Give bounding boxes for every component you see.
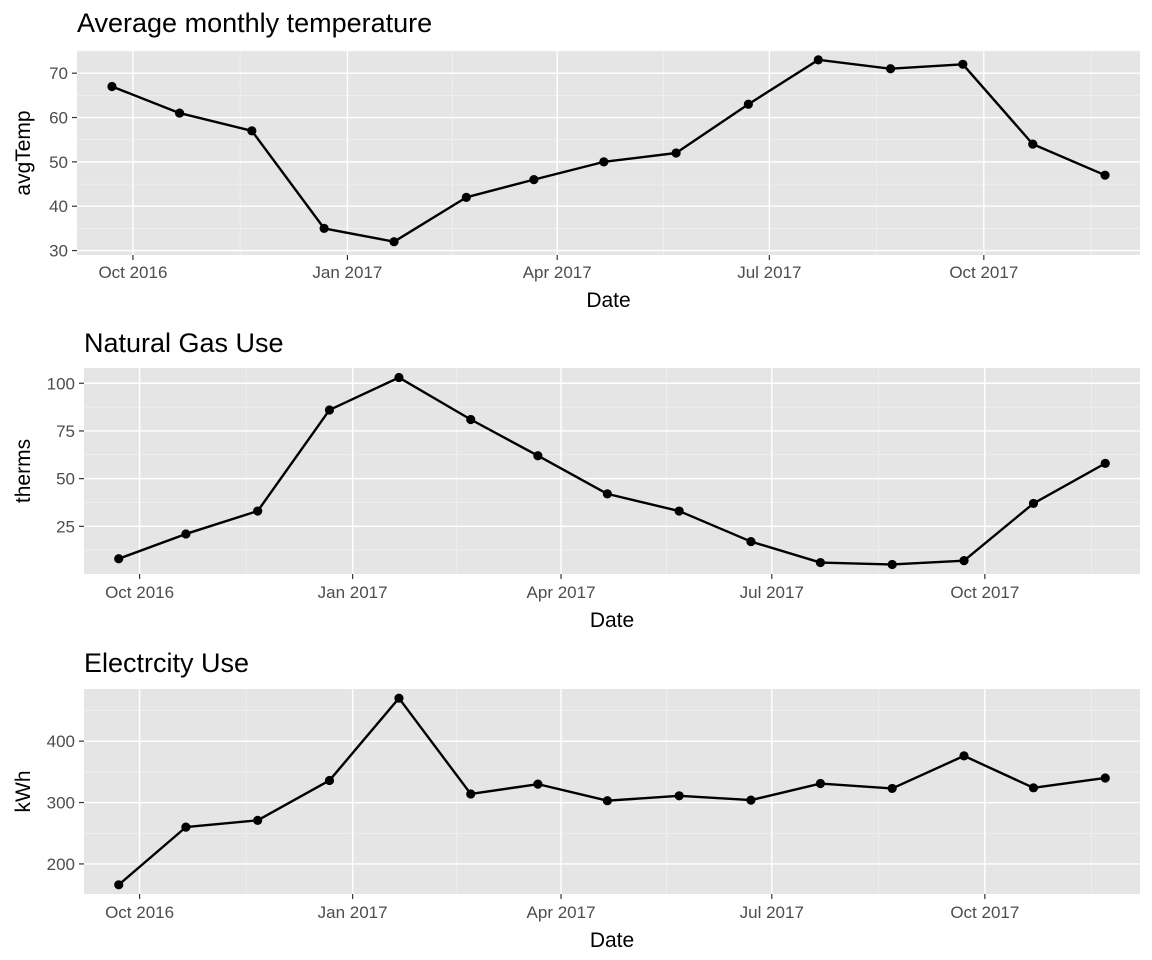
data-point — [253, 815, 263, 825]
data-point — [394, 693, 404, 703]
data-point — [887, 559, 897, 570]
data-point — [602, 796, 612, 806]
plot-panel — [77, 51, 1140, 255]
data-point — [114, 554, 124, 564]
x-tick-label: Oct 2016 — [105, 583, 174, 602]
data-point — [1028, 139, 1038, 149]
chart-title: Average monthly temperature — [77, 8, 432, 38]
data-point — [674, 791, 684, 801]
data-point — [1100, 773, 1110, 783]
data-point — [389, 237, 399, 247]
data-point — [324, 405, 335, 415]
data-point — [959, 751, 969, 761]
data-point — [746, 536, 756, 547]
x-tick-label: Oct 2016 — [105, 903, 174, 922]
data-point — [181, 529, 191, 539]
data-point — [599, 157, 609, 167]
data-point — [114, 880, 124, 890]
data-point — [466, 414, 476, 425]
data-point — [1028, 783, 1039, 793]
data-point — [253, 506, 263, 516]
chart-title: Electrcity Use — [84, 648, 249, 678]
x-tick-label: Jan 2017 — [312, 263, 382, 282]
data-point — [885, 64, 896, 74]
x-tick-label: Oct 2017 — [949, 263, 1018, 282]
y-tick-label: 40 — [49, 197, 68, 216]
data-point — [247, 126, 257, 136]
y-tick-label: 50 — [49, 153, 68, 172]
x-tick-label: Apr 2017 — [527, 583, 596, 602]
data-point — [1100, 458, 1110, 468]
data-point — [815, 557, 826, 568]
data-point — [174, 108, 185, 118]
data-point — [674, 506, 684, 516]
data-point — [461, 192, 471, 202]
data-point — [319, 223, 329, 233]
y-tick-label: 70 — [49, 64, 68, 83]
x-tick-label: Jan 2017 — [318, 583, 388, 602]
x-tick-label: Oct 2016 — [98, 263, 167, 282]
y-tick-label: 100 — [47, 374, 75, 393]
y-axis-title: kWh — [12, 771, 35, 813]
chart-title: Natural Gas Use — [84, 328, 284, 358]
x-tick-label: Jul 2017 — [740, 583, 804, 602]
x-tick-label: Oct 2017 — [950, 903, 1019, 922]
data-point — [181, 822, 191, 832]
data-point — [813, 55, 823, 65]
x-tick-label: Jul 2017 — [737, 263, 801, 282]
data-point — [324, 775, 335, 786]
chart-3: 200 300 400 Oct 2016 Jan 2017 Apr 2017 Jul 201… — [12, 648, 1140, 952]
data-point — [671, 148, 681, 158]
y-tick-label: 30 — [49, 242, 68, 261]
data-point — [394, 372, 404, 383]
data-point — [887, 783, 897, 794]
data-point — [815, 778, 826, 789]
data-point — [746, 795, 756, 805]
plot-panel — [84, 689, 1140, 894]
data-point — [959, 556, 969, 566]
y-tick-label: 400 — [47, 732, 75, 751]
data-point — [602, 489, 612, 499]
plot-panel — [84, 368, 1140, 574]
x-axis-title: Date — [590, 609, 634, 632]
x-tick-label: Oct 2017 — [950, 583, 1019, 602]
x-axis-title: Date — [586, 289, 630, 312]
x-tick-label: Apr 2017 — [527, 903, 596, 922]
data-point — [533, 779, 543, 789]
chart-1: 30 40 50 60 70 Oct 2016 Jan 2017 Apr 2017 Jul 20… — [12, 8, 1140, 312]
y-tick-label: 200 — [47, 855, 75, 874]
x-tick-label: Jul 2017 — [740, 903, 804, 922]
data-point — [743, 99, 753, 109]
data-point — [958, 59, 968, 69]
y-tick-label: 75 — [56, 422, 75, 441]
y-axis-title: avgTemp — [12, 110, 35, 195]
y-tick-label: 25 — [56, 517, 75, 536]
data-point — [466, 789, 476, 799]
data-point — [1100, 170, 1110, 180]
data-point — [529, 175, 539, 185]
chart-2: 25 50 75 100 Oct 2016 Jan 2017 Apr 2017 Jul 201… — [12, 328, 1140, 632]
x-axis-title: Date — [590, 929, 634, 952]
data-point — [107, 81, 117, 92]
y-tick-label: 60 — [49, 109, 68, 128]
y-tick-label: 50 — [56, 470, 75, 489]
x-tick-label: Jan 2017 — [318, 903, 388, 922]
y-axis-title: therms — [12, 439, 35, 503]
data-point — [533, 451, 543, 461]
y-tick-label: 300 — [47, 794, 75, 813]
x-tick-label: Apr 2017 — [523, 263, 592, 282]
data-point — [1028, 498, 1039, 509]
